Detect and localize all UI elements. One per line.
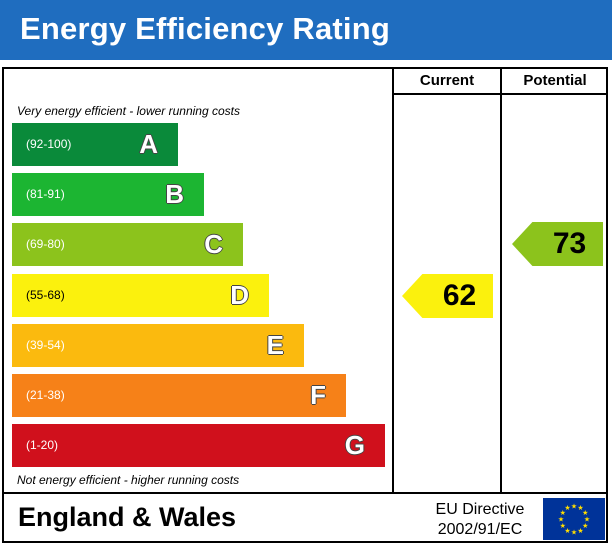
eu-directive-line1: EU Directive xyxy=(435,501,525,518)
eu-star-icon: ★ xyxy=(558,516,564,524)
eu-star-icon: ★ xyxy=(577,504,583,512)
footer-divider xyxy=(2,492,608,494)
rating-band-f: (21-38) F xyxy=(12,374,346,417)
title-bar: Energy Efficiency Rating xyxy=(0,0,612,60)
band-range-label: (1-20) xyxy=(26,438,59,452)
arrow-polygon xyxy=(402,274,493,318)
eu-star-icon: ★ xyxy=(571,503,577,511)
arrow-polygon xyxy=(512,222,603,266)
column-header-potential: Potential xyxy=(523,72,587,89)
arrow-value: 62 xyxy=(442,279,477,312)
rating-band-b: (81-91) B xyxy=(12,173,204,216)
eu-directive-line2: 2002/91/EC xyxy=(437,521,523,538)
eu-star-icon: ★ xyxy=(560,522,566,530)
column-header-current: Current xyxy=(419,72,475,89)
column-divider-current xyxy=(392,67,394,494)
eu-star-icon: ★ xyxy=(564,504,570,512)
band-letter: F xyxy=(310,380,326,410)
page-title: Energy Efficiency Rating xyxy=(20,11,391,46)
rating-band-d: (55-68) D xyxy=(12,274,269,317)
band-range-label: (21-38) xyxy=(26,388,65,402)
rating-band-e: (39-54) E xyxy=(12,324,304,367)
band-range-label: (92-100) xyxy=(26,137,72,151)
eu-star-icon: ★ xyxy=(560,509,566,517)
arrow-potential: 73 xyxy=(512,222,603,266)
arrow-shape xyxy=(402,274,493,318)
band-range-label: (55-68) xyxy=(26,288,65,302)
rating-frame xyxy=(2,67,608,543)
rating-band-c: (69-80) C xyxy=(12,223,243,266)
eu-star-icon: ★ xyxy=(564,527,570,535)
band-letter: D xyxy=(230,280,249,310)
band-letter: C xyxy=(204,229,223,259)
eu-star-icon: ★ xyxy=(577,527,583,535)
eu-star-icon: ★ xyxy=(571,529,577,537)
rating-band-a: (92-100) A xyxy=(12,123,178,166)
note-inefficient: Not energy efficient - higher running co… xyxy=(17,473,240,487)
eu-directive: EU Directive 2002/91/EC xyxy=(420,500,540,540)
eu-star-icon: ★ xyxy=(582,509,588,517)
band-range-label: (69-80) xyxy=(26,237,65,251)
band-letter: B xyxy=(165,179,184,209)
eu-flag-background xyxy=(543,498,605,540)
arrow-shape xyxy=(512,222,603,266)
eu-star-icon: ★ xyxy=(584,516,590,524)
arrow-value: 73 xyxy=(552,227,587,260)
band-range-label: (39-54) xyxy=(26,338,65,352)
rating-band-g: (1-20) G xyxy=(12,424,385,467)
band-range-label: (81-91) xyxy=(26,187,65,201)
header-divider xyxy=(392,93,608,95)
band-letter: G xyxy=(344,430,365,460)
column-divider-potential xyxy=(500,67,502,494)
eu-star-icon: ★ xyxy=(582,522,588,530)
arrow-current: 62 xyxy=(402,274,493,318)
band-letter: E xyxy=(266,330,284,360)
band-letter: A xyxy=(139,129,158,159)
note-efficient: Very energy efficient - lower running co… xyxy=(17,104,240,118)
footer-region: England & Wales xyxy=(18,502,237,532)
eu-flag-icon: ★★★★★★★★★ ★ ★★ xyxy=(543,498,605,540)
